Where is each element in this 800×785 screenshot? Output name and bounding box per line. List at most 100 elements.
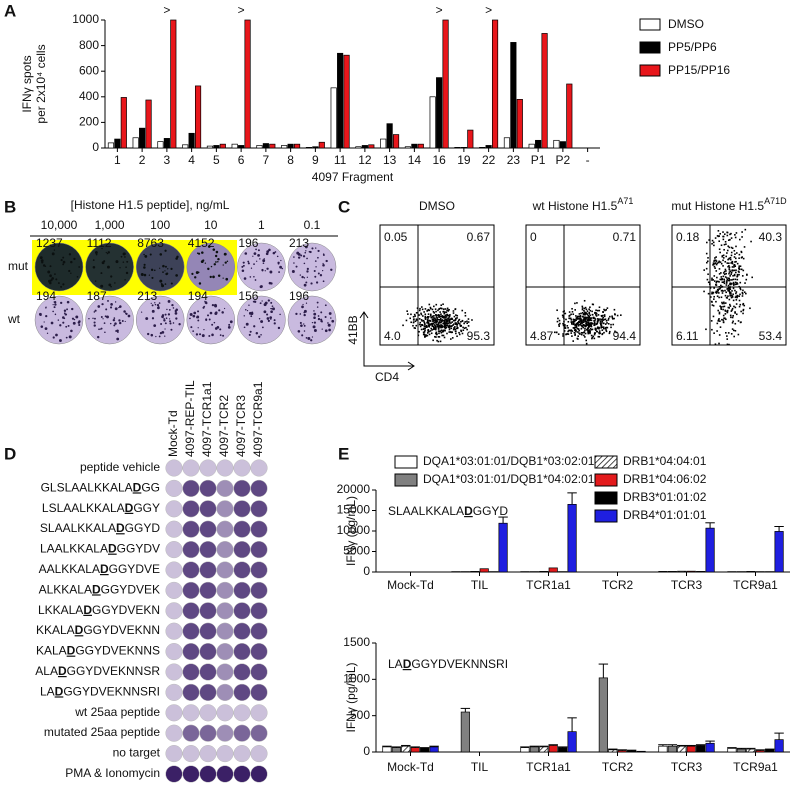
event — [723, 273, 726, 276]
event — [420, 328, 423, 331]
spot — [271, 305, 274, 308]
event — [729, 256, 732, 259]
spot — [269, 270, 273, 274]
concentration-label: 10,000 — [41, 218, 78, 232]
spot — [303, 277, 306, 279]
spot — [195, 333, 199, 336]
column-header: 4097-REP-TIL — [183, 380, 197, 457]
spot — [151, 276, 154, 279]
bar — [696, 745, 706, 753]
event — [713, 287, 715, 289]
spot — [243, 277, 247, 280]
event — [707, 292, 710, 295]
spot — [315, 266, 317, 268]
spot — [305, 281, 308, 284]
event — [712, 279, 714, 281]
event — [466, 320, 468, 323]
x-tick-label: TCR2 — [602, 578, 634, 592]
event — [448, 320, 451, 322]
event — [730, 254, 733, 257]
spot — [108, 283, 112, 287]
event — [563, 330, 566, 332]
spot — [55, 333, 58, 337]
event — [565, 333, 567, 336]
spot — [164, 328, 166, 330]
spot — [249, 276, 252, 278]
event — [435, 327, 437, 330]
event — [731, 283, 733, 285]
event — [432, 310, 435, 313]
event — [718, 312, 721, 315]
spot — [70, 260, 73, 264]
event — [448, 324, 451, 327]
event — [427, 316, 430, 318]
event — [581, 332, 584, 334]
event — [436, 314, 438, 317]
spot — [68, 335, 72, 339]
spot — [319, 274, 323, 277]
error-bar — [460, 707, 471, 713]
bar — [401, 745, 411, 753]
event — [738, 295, 740, 298]
quadrant-value: 0.67 — [467, 230, 491, 244]
spot — [280, 259, 282, 262]
event — [580, 333, 583, 336]
text-part: GGYD — [125, 521, 161, 535]
text-part: GLSLAALKKALA — [41, 481, 133, 495]
bar — [420, 748, 430, 753]
event — [422, 333, 425, 336]
peptide-label: SLAALKKALADGGYD — [40, 521, 160, 535]
bar — [667, 571, 677, 573]
event — [713, 295, 715, 298]
event — [433, 305, 435, 308]
event — [586, 327, 589, 330]
spot — [53, 249, 56, 251]
event — [735, 283, 738, 286]
event — [431, 318, 434, 321]
event — [582, 326, 585, 329]
event — [729, 238, 731, 241]
well — [216, 724, 234, 742]
spot — [213, 321, 216, 324]
event — [745, 292, 747, 295]
event — [443, 329, 445, 332]
spot — [115, 260, 119, 264]
event — [449, 331, 452, 333]
well — [165, 541, 183, 559]
spot — [109, 306, 113, 309]
error-bar — [774, 525, 784, 532]
event — [566, 333, 569, 335]
well — [216, 704, 234, 722]
event — [454, 319, 456, 322]
event — [454, 322, 457, 324]
event — [431, 325, 434, 327]
event — [726, 309, 729, 312]
well — [199, 500, 217, 518]
x-tick-label: 12 — [358, 153, 372, 167]
spot — [72, 321, 76, 325]
spot — [299, 313, 302, 315]
well — [216, 602, 234, 620]
event — [450, 322, 452, 324]
event — [432, 325, 435, 328]
event — [716, 276, 718, 279]
event — [455, 330, 457, 333]
event — [721, 318, 723, 321]
event — [724, 317, 726, 320]
event — [453, 315, 456, 318]
event — [421, 308, 424, 311]
event — [556, 320, 559, 323]
event — [714, 237, 717, 239]
spot — [302, 255, 306, 258]
event — [440, 331, 443, 334]
event — [567, 320, 570, 323]
x-tick-label: 13 — [383, 153, 397, 167]
event — [444, 327, 447, 330]
spot — [104, 331, 106, 334]
well — [165, 581, 183, 599]
event — [733, 264, 735, 267]
event — [723, 301, 725, 304]
event — [593, 320, 595, 322]
event — [557, 317, 559, 320]
event — [601, 320, 604, 323]
